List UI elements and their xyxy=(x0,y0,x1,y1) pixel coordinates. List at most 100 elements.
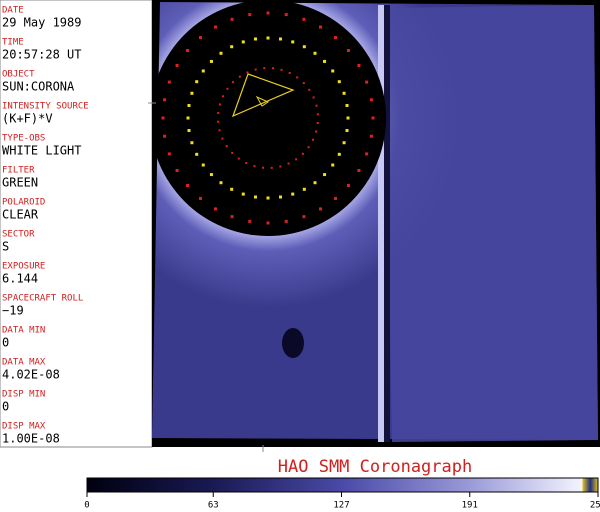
field-label: TYPE-OBS xyxy=(2,134,45,144)
marker-dot xyxy=(279,165,282,168)
coronagraph-image xyxy=(152,0,600,447)
marker-dot xyxy=(280,68,283,71)
marker-dot xyxy=(230,45,234,49)
marker-dot xyxy=(279,37,283,41)
marker-dot xyxy=(302,45,306,49)
marker-dot xyxy=(221,137,224,140)
marker-dot xyxy=(302,82,305,85)
marker-dot xyxy=(230,187,234,191)
field-label: POLAROID xyxy=(2,198,45,208)
marker-dot xyxy=(214,207,217,211)
marker-dot xyxy=(237,157,240,160)
marker-dot xyxy=(253,37,257,41)
field-label: INTENSITY SOURCE xyxy=(2,102,89,112)
marker-dot xyxy=(323,59,327,63)
marker-dot xyxy=(254,68,257,71)
tick-label: 63 xyxy=(208,501,219,511)
marker-dot xyxy=(357,64,361,67)
marker-dot xyxy=(312,96,315,99)
marker-dot xyxy=(161,116,165,120)
marker-dot xyxy=(313,181,317,185)
marker-dot xyxy=(248,13,252,17)
marker-dot xyxy=(219,181,223,185)
marker-dot xyxy=(357,169,361,172)
marker-dot xyxy=(218,103,221,106)
field-label: DATE xyxy=(2,6,24,16)
marker-dot xyxy=(346,116,350,120)
marker-dot xyxy=(199,36,203,40)
marker-dot xyxy=(253,195,257,199)
field-label: OBJECT xyxy=(2,70,35,80)
field-value: WHITE LIGHT xyxy=(2,144,81,158)
marker-dot xyxy=(316,113,319,116)
marker-dot xyxy=(319,207,322,211)
marker-dot xyxy=(369,134,373,138)
marker-dot xyxy=(225,145,228,148)
field-label: DATA MIN xyxy=(2,326,45,336)
marker-dot xyxy=(201,69,205,73)
marker-dot xyxy=(308,88,311,91)
field-value: GREEN xyxy=(2,176,38,190)
marker-dot xyxy=(315,104,318,107)
marker-dot xyxy=(187,129,191,133)
marker-dot xyxy=(345,129,349,133)
marker-dot xyxy=(342,91,346,95)
marker-dot xyxy=(246,71,249,74)
field-label: DISP MAX xyxy=(2,422,46,432)
marker-dot xyxy=(190,141,194,145)
marker-dot xyxy=(287,162,290,165)
marker-dot xyxy=(333,36,337,40)
field-value: 29 May 1989 xyxy=(2,16,81,30)
marker-dot xyxy=(266,196,270,200)
marker-dot xyxy=(315,130,318,133)
field-value: 20:57:28 UT xyxy=(2,48,81,62)
marker-dot xyxy=(291,192,295,196)
marker-dot xyxy=(186,183,190,187)
marker-dot xyxy=(342,141,346,145)
marker-dot xyxy=(230,17,234,21)
tick-label: 255 xyxy=(590,501,600,511)
marker-dot xyxy=(230,215,234,219)
field-label: EXPOSURE xyxy=(2,262,45,272)
marker-dot xyxy=(331,163,335,167)
marker-dot xyxy=(365,80,369,84)
marker-dot xyxy=(190,91,194,95)
marker-dot xyxy=(337,152,341,156)
marker-dot xyxy=(218,129,221,132)
marker-dot xyxy=(175,169,179,172)
marker-dot xyxy=(186,49,190,53)
marker-dot xyxy=(262,166,265,169)
marker-dot xyxy=(302,187,306,191)
marker-dot xyxy=(284,219,288,223)
marker-dot xyxy=(302,215,306,219)
marker-dot xyxy=(209,59,213,63)
marker-dot xyxy=(226,87,229,90)
field-label: SPACECRAFT ROLL xyxy=(2,294,83,304)
field-value: −19 xyxy=(2,304,24,318)
marker-dot xyxy=(248,219,252,223)
marker-dot xyxy=(219,51,223,55)
marker-dot xyxy=(279,195,283,199)
marker-dot xyxy=(291,40,295,44)
tick-label: 191 xyxy=(462,501,478,511)
field-value: 0 xyxy=(2,400,9,414)
marker-dot xyxy=(337,80,341,84)
marker-dot xyxy=(323,173,327,177)
marker-dot xyxy=(313,51,317,55)
field-value: S xyxy=(2,240,9,254)
marker-dot xyxy=(195,152,199,156)
marker-dot xyxy=(241,192,245,196)
marker-dot xyxy=(195,80,199,84)
marker-dot xyxy=(163,134,167,138)
marker-dot xyxy=(266,36,270,40)
marker-dot xyxy=(346,183,350,187)
marker-dot xyxy=(253,165,256,168)
marker-dot xyxy=(284,13,288,17)
marker-dot xyxy=(288,71,291,74)
marker-dot xyxy=(231,151,234,154)
field-label: FILTER xyxy=(2,166,35,176)
marker-dot xyxy=(270,166,273,169)
marker-dot xyxy=(316,121,319,124)
marker-dot xyxy=(199,196,203,200)
